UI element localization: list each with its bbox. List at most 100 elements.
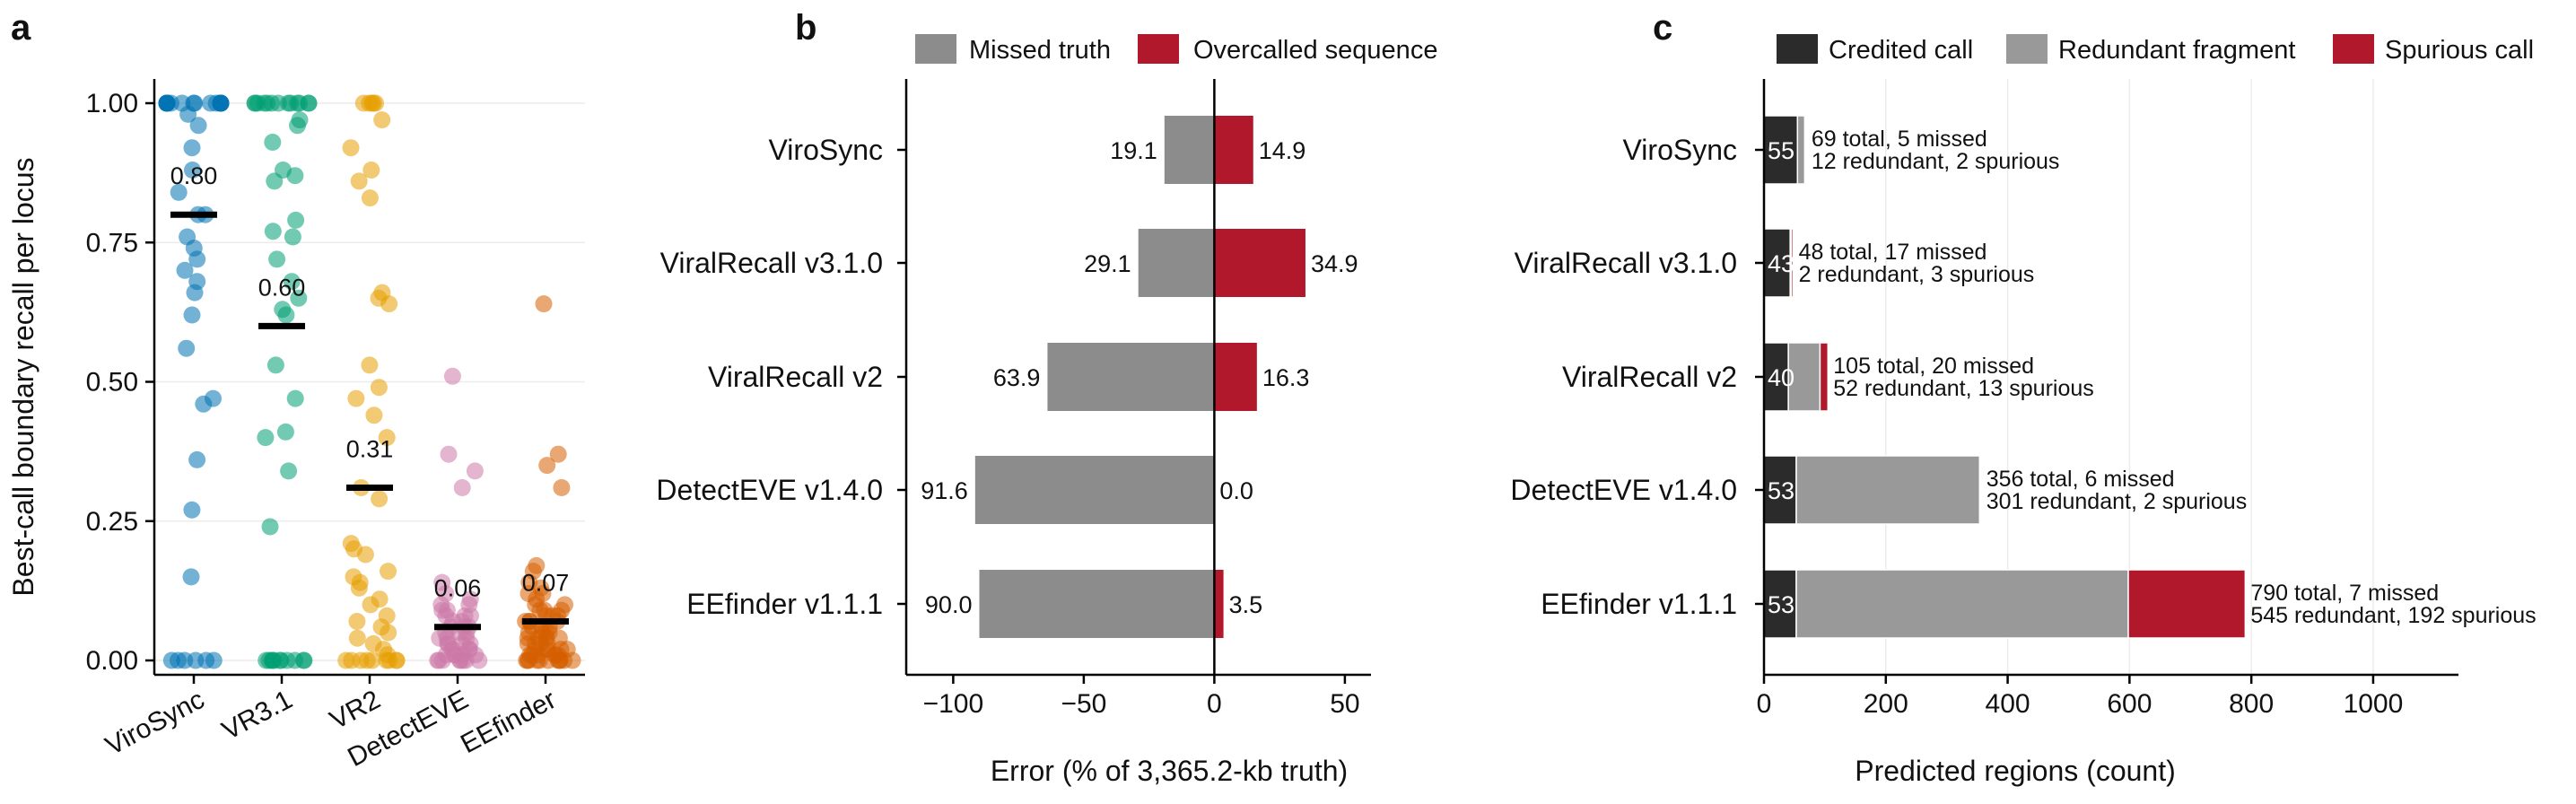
panel-c-x-tick-label: 1000 <box>2344 689 2404 719</box>
panel-c-bar-segment-spurious <box>1790 228 1794 298</box>
panel-b-x-axis-label: Error (% of 3,365.2-kb truth) <box>991 755 1348 787</box>
panel-a-point <box>348 629 366 647</box>
panel-a-point <box>362 596 380 614</box>
panel-a-point <box>178 339 196 357</box>
panel-c-annotation-line1: 356 total, 6 missed <box>1987 467 2175 492</box>
panel-c-credited-label: 43 <box>1768 250 1794 277</box>
panel-a-point <box>362 162 380 179</box>
panel-c-bar-segment-spurious <box>2127 569 2247 639</box>
panel-c-category-label: ViralRecall v3.1.0 <box>1515 247 1737 279</box>
panel-b-bar-missed <box>979 570 1215 638</box>
panel-c-bar-segment-spurious <box>1978 455 1982 525</box>
panel-c-x-tick-label: 0 <box>1757 689 1772 719</box>
panel-a-point <box>189 117 207 135</box>
panel-a-point <box>430 651 448 669</box>
panel-c-x-tick-label: 600 <box>2107 689 2152 719</box>
legend-label-overcalled-sequence: Overcalled sequence <box>1193 36 1437 65</box>
panel-a-median-label: 0.07 <box>522 570 570 597</box>
panel-a-point <box>373 111 391 129</box>
panel-a-point <box>350 579 368 597</box>
panel-a-point <box>182 568 200 586</box>
panel-b-label-missed: 63.9 <box>993 364 1041 391</box>
panel-a-point <box>470 651 488 669</box>
panel-b-bar-missed <box>1047 343 1215 411</box>
panel-b-category-label: DetectEVE v1.4.0 <box>656 474 883 506</box>
panel-a-strip-plot: Best-call boundary recall per locus 0.00… <box>7 79 585 773</box>
panel-a-point <box>287 211 305 229</box>
panel-a-point <box>268 250 286 268</box>
panel-c-x-tick-label: 400 <box>1986 689 2030 719</box>
panel-b-category-label: EEfinder v1.1.1 <box>686 588 883 620</box>
panel-b-label-overcalled: 16.3 <box>1262 364 1310 391</box>
panel-c-bar-segment-spurious <box>1819 342 1829 412</box>
panel-a-point <box>162 651 180 669</box>
panel-b-label-overcalled: 3.5 <box>1229 591 1263 618</box>
panel-a-point <box>378 429 396 447</box>
panel-label-a: a <box>11 8 31 48</box>
panel-c-credited-label: 53 <box>1768 591 1794 618</box>
panel-a-median-label: 0.80 <box>170 162 218 189</box>
panel-a-point <box>443 367 461 385</box>
panel-b-label-overcalled: 0.0 <box>1219 477 1253 504</box>
legend-swatch-spurious-call <box>2333 34 2374 64</box>
panel-a-point <box>365 406 383 424</box>
panel-a-y-tick-label: 0.75 <box>86 228 138 258</box>
panel-c-credited-label: 55 <box>1768 137 1794 164</box>
panel-a-point <box>286 389 304 407</box>
panel-b-x-tick-label: −50 <box>1061 689 1106 719</box>
panel-a-point <box>520 651 537 669</box>
panel-c-bar-segment-redundant <box>1795 455 1981 525</box>
panel-c-bar-segment-redundant <box>1787 342 1821 412</box>
panel-a-point <box>258 651 275 669</box>
panel-a-point <box>350 172 368 190</box>
panel-a-point <box>188 450 206 468</box>
panel-a-point <box>453 479 471 496</box>
panel-b-legend: Missed truth Overcalled sequence <box>915 34 1437 65</box>
panel-c-bar-segment-spurious <box>1803 115 1807 185</box>
panel-b-label-missed: 19.1 <box>1110 137 1157 164</box>
legend-label-missed-truth: Missed truth <box>969 36 1111 65</box>
panel-b-label-missed: 90.0 <box>925 591 973 618</box>
panel-a-point <box>183 501 201 519</box>
panel-b-category-label: ViralRecall v2 <box>708 361 883 393</box>
legend-swatch-overcalled-sequence <box>1138 34 1179 64</box>
panel-a-point <box>440 445 458 463</box>
panel-a-point <box>337 651 355 669</box>
panel-b-category-label: ViroSync <box>769 134 883 166</box>
panel-c-annotation-line2: 52 redundant, 13 spurious <box>1833 376 2094 401</box>
panel-a-y-tick-label: 0.25 <box>86 507 138 537</box>
panel-c-annotation-line1: 790 total, 7 missed <box>2250 581 2439 606</box>
panel-a-point <box>170 183 188 201</box>
panel-a-point <box>553 479 571 496</box>
panel-a-median-label: 0.60 <box>258 274 306 301</box>
panel-a-point <box>284 228 301 246</box>
panel-a-point <box>186 284 204 302</box>
panel-a-point <box>555 651 573 669</box>
panel-c-annotation-line2: 545 redundant, 192 spurious <box>2250 603 2536 628</box>
legend-swatch-credited-call <box>1777 34 1818 64</box>
panel-a-point <box>364 94 382 112</box>
panel-a-point <box>280 462 298 480</box>
panel-a-point <box>290 289 308 307</box>
panel-a-point <box>266 172 284 190</box>
panel-a-point <box>183 306 201 324</box>
panel-c-annotation-line2: 2 redundant, 3 spurious <box>1799 262 2035 287</box>
panel-c-bar-segment-credited <box>1763 342 1789 412</box>
panel-a-point <box>370 379 388 397</box>
panel-a-point <box>380 295 398 313</box>
panel-c-stacked-bar-chart: Credited call Redundant fragment Spuriou… <box>1510 34 2537 787</box>
panel-c-annotation-line1: 105 total, 20 missed <box>1833 354 2034 379</box>
panel-a-point <box>188 250 206 268</box>
panel-a-point <box>257 429 275 447</box>
panel-a-point <box>294 651 312 669</box>
panel-a-point <box>380 563 397 581</box>
panel-a-point <box>457 651 475 669</box>
panel-a-point <box>380 624 397 642</box>
panel-b-bar-missed <box>1164 116 1215 184</box>
panel-a-point <box>356 546 374 564</box>
panel-a-point <box>183 139 201 157</box>
panel-b-label-overcalled: 34.9 <box>1311 250 1358 277</box>
panel-a-point <box>264 134 282 151</box>
panel-a-point <box>466 462 484 480</box>
panel-a-point <box>263 94 281 112</box>
